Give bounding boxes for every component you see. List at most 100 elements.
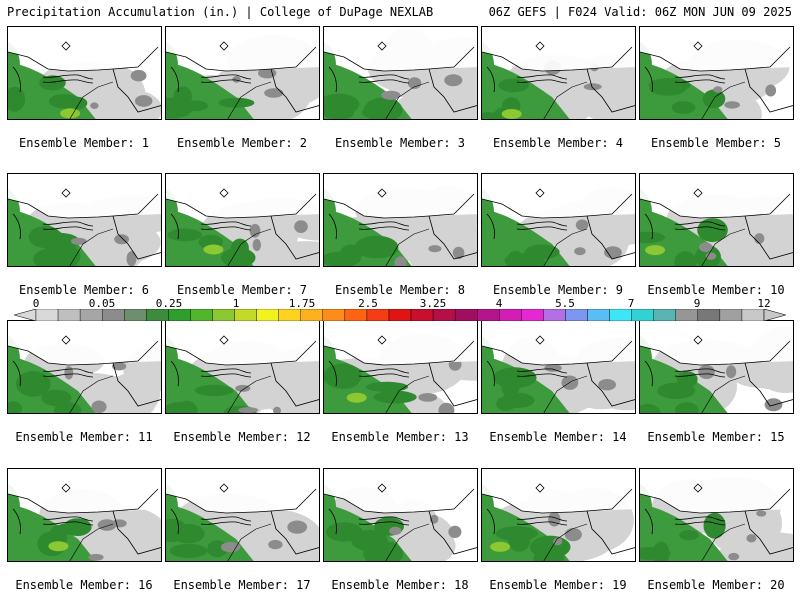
ensemble-map-panel (7, 320, 162, 414)
colorbar-max-arrow (763, 309, 786, 321)
colorbar-tick-label: 4 (495, 297, 503, 310)
colorbar-tick-label: 0.05 (88, 297, 116, 310)
ensemble-map-panel (165, 468, 320, 562)
ensemble-map-panel (639, 173, 794, 267)
precip-map (640, 27, 793, 119)
colorbar-swatch (322, 309, 346, 321)
colorbar-swatch (499, 309, 522, 321)
colorbar-swatch (234, 309, 257, 321)
colorbar-swatch (124, 309, 147, 321)
ensemble-member-label: Ensemble Member: 6 (18, 283, 150, 297)
ensemble-member-label: Ensemble Member: 5 (650, 136, 782, 150)
colorbar-tick-label: 1.75 (288, 297, 316, 310)
precip-map (324, 321, 477, 413)
precipitation-colorbar: 0 0.05 0.25 1 1.75 2.5 3.25 4 5.5 7 9 12 (14, 297, 786, 323)
colorbar-swatch (57, 309, 81, 321)
colorbar-swatch (35, 309, 59, 321)
ensemble-member-label: Ensemble Member: 17 (173, 578, 311, 592)
colorbar-swatch (79, 309, 103, 321)
colorbar-min-arrow (14, 309, 37, 321)
colorbar-swatch (543, 309, 566, 321)
precip-map (640, 321, 793, 413)
ensemble-member-label: Ensemble Member: 1 (18, 136, 150, 150)
colorbar-swatch (366, 309, 390, 321)
ensemble-member-label: Ensemble Member: 19 (489, 578, 627, 592)
ensemble-map-panel (323, 26, 478, 120)
colorbar-swatch (477, 309, 500, 321)
colorbar-swatch (609, 309, 632, 321)
colorbar-swatch (101, 309, 125, 321)
colorbar-strip (14, 309, 786, 321)
precip-map (8, 174, 161, 266)
colorbar-swatch (344, 309, 368, 321)
colorbar-swatch (168, 309, 191, 321)
colorbar-swatch (278, 309, 301, 321)
colorbar-swatch (146, 309, 169, 321)
precip-map (482, 27, 635, 119)
colorbar-swatch (697, 309, 721, 321)
precip-map (640, 469, 793, 561)
ensemble-member-label: Ensemble Member: 13 (331, 430, 469, 444)
colorbar-swatch (587, 309, 610, 321)
ensemble-member-label: Ensemble Member: 20 (647, 578, 785, 592)
page-title: Precipitation Accumulation (in.) | Colle… (7, 5, 434, 19)
precip-map (482, 469, 635, 561)
colorbar-swatch (432, 309, 456, 321)
ensemble-map-panel (639, 320, 794, 414)
ensemble-map-panel (323, 320, 478, 414)
colorbar-swatch (454, 309, 478, 321)
colorbar-swatch (741, 309, 765, 321)
precip-map (324, 174, 477, 266)
ensemble-map-panel (165, 26, 320, 120)
colorbar-swatch (300, 309, 323, 321)
ensemble-map-panel (323, 468, 478, 562)
ensemble-map-panel (7, 468, 162, 562)
precip-map (166, 174, 319, 266)
ensemble-member-label: Ensemble Member: 11 (15, 430, 153, 444)
precip-map (8, 27, 161, 119)
ensemble-member-label: Ensemble Member: 8 (334, 283, 466, 297)
ensemble-member-label: Ensemble Member: 7 (176, 283, 308, 297)
colorbar-tick-label: 0.25 (155, 297, 183, 310)
precip-map (8, 469, 161, 561)
ensemble-map-panel (639, 468, 794, 562)
precip-map (324, 27, 477, 119)
precip-map (166, 469, 319, 561)
colorbar-tick-label: 7 (627, 297, 635, 310)
colorbar-swatch (521, 309, 544, 321)
ensemble-member-label: Ensemble Member: 15 (647, 430, 785, 444)
colorbar-swatch (410, 309, 434, 321)
ensemble-map-panel (7, 26, 162, 120)
ensemble-member-label: Ensemble Member: 3 (334, 136, 466, 150)
ensemble-member-label: Ensemble Member: 9 (492, 283, 624, 297)
ensemble-map-panel (323, 173, 478, 267)
ensemble-map-panel (165, 173, 320, 267)
colorbar-swatch (719, 309, 743, 321)
colorbar-tick-label: 9 (693, 297, 701, 310)
ensemble-map-panel (165, 320, 320, 414)
colorbar-swatch (256, 309, 279, 321)
colorbar-swatch (388, 309, 412, 321)
colorbar-swatch (675, 309, 699, 321)
precip-map (8, 321, 161, 413)
precip-map (166, 321, 319, 413)
ensemble-map-panel (639, 26, 794, 120)
ensemble-member-label: Ensemble Member: 18 (331, 578, 469, 592)
ensemble-map-panel (481, 320, 636, 414)
ensemble-member-label: Ensemble Member: 2 (176, 136, 308, 150)
ensemble-map-panel (481, 468, 636, 562)
precip-map (166, 27, 319, 119)
ensemble-map-panel (7, 173, 162, 267)
colorbar-swatch (190, 309, 213, 321)
ensemble-member-label: Ensemble Member: 4 (492, 136, 624, 150)
colorbar-tick-label: 2.5 (358, 297, 378, 310)
ensemble-map-panel (481, 173, 636, 267)
colorbar-tick-label: 12 (757, 297, 771, 310)
colorbar-tick-label: 5.5 (555, 297, 575, 310)
model-valid-time: 06Z GEFS | F024 Valid: 06Z MON JUN 09 20… (488, 5, 792, 19)
ensemble-map-panel (481, 26, 636, 120)
colorbar-swatch (653, 309, 676, 321)
ensemble-member-label: Ensemble Member: 16 (15, 578, 153, 592)
ensemble-member-label: Ensemble Member: 12 (173, 430, 311, 444)
colorbar-swatch (565, 309, 588, 321)
